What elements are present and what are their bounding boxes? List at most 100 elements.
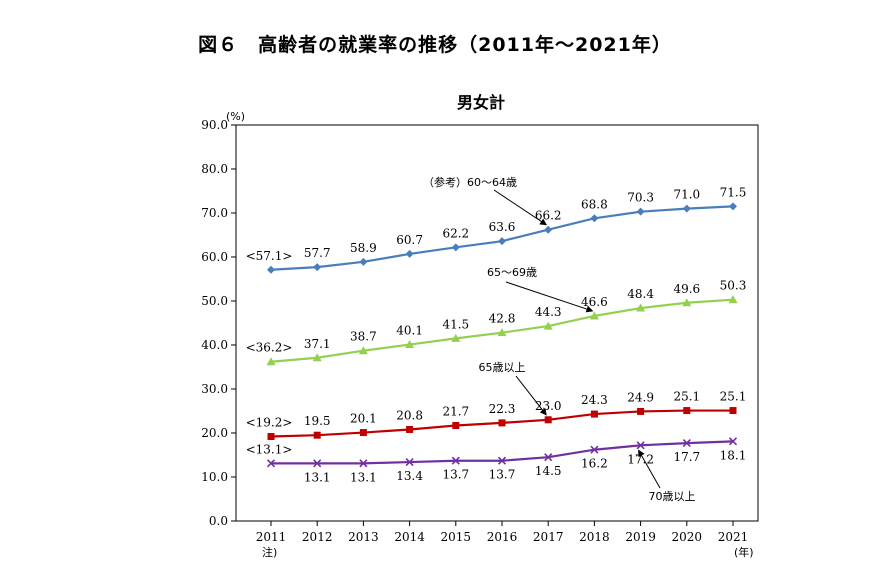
data-label: 13.1 (304, 470, 331, 484)
data-point (359, 257, 368, 266)
data-point (451, 333, 461, 342)
series-layer: <57.1> 57.7 58.9 60.7 62.2 63.6 66.2 68.8 70.3 71… (246, 185, 747, 484)
data-label: 44.3 (535, 305, 562, 319)
x-tick-label: 2019 (625, 530, 656, 544)
data-label: 50.3 (720, 279, 747, 293)
series-2: <36.2> 37.1 38.7 40.1 41.5 42.8 44.3 46.6 48.4 49… (246, 279, 747, 366)
data-point (313, 263, 322, 272)
x-tick-label: 2014 (394, 530, 425, 544)
data-point (728, 437, 738, 446)
data-point (590, 410, 598, 418)
data-point (451, 243, 460, 252)
data-point (636, 303, 646, 312)
data-point (544, 416, 552, 424)
data-point (405, 249, 414, 258)
data-point (451, 456, 460, 465)
data-point (498, 237, 506, 246)
callout-arrow (493, 189, 548, 226)
data-point (729, 407, 737, 415)
data-point (406, 425, 414, 433)
plot-frame (235, 124, 759, 522)
data-point (543, 321, 553, 330)
data-label: 13.7 (489, 468, 516, 482)
series-1: <57.1> 57.7 58.9 60.7 62.2 63.6 66.2 68.8 70.3 71… (246, 185, 747, 274)
data-label: 13.4 (396, 469, 423, 483)
x-tick-label: 2016 (487, 530, 518, 544)
data-point (590, 445, 599, 454)
data-label: 49.6 (673, 282, 700, 296)
series-name-label: 70歳以上 (649, 490, 696, 503)
data-label: 25.1 (673, 390, 700, 404)
x-unit-label: (年) (734, 545, 754, 559)
data-point (313, 431, 321, 439)
y-tick-label: 30.0 (201, 382, 228, 396)
series-name-label: 65歳以上 (479, 361, 526, 374)
data-point (497, 328, 507, 337)
data-label: 57.7 (304, 246, 331, 260)
data-label: 20.1 (350, 412, 377, 426)
data-point (267, 433, 275, 441)
data-point (544, 453, 553, 462)
data-point (359, 429, 367, 437)
data-label: 71.5 (720, 185, 747, 199)
data-label: 63.6 (489, 220, 516, 234)
y-tick-label: 20.0 (201, 426, 228, 440)
data-point (313, 459, 322, 468)
data-label: 66.2 (535, 209, 562, 223)
callout-arrow (505, 281, 594, 313)
data-label: 58.9 (350, 241, 377, 255)
data-label: 17.7 (673, 450, 700, 464)
data-point (497, 456, 507, 465)
data-point (312, 353, 322, 362)
data-point (358, 346, 368, 355)
data-point (636, 207, 645, 216)
data-label: 16.2 (581, 457, 608, 471)
y-tick-label: 90.0 (201, 118, 228, 132)
data-label: 42.8 (489, 312, 516, 326)
data-label: <36.2> (246, 341, 293, 355)
chart-subtitle: 男女計 (457, 93, 505, 112)
data-label: 24.9 (627, 390, 654, 404)
data-label: 13.7 (442, 468, 469, 482)
figure-title: 図６ 高齢者の就業率の推移（2011年～2021年） (198, 34, 672, 56)
data-label: 70.3 (627, 191, 654, 205)
data-point (590, 214, 599, 223)
y-tick-label: 70.0 (201, 206, 228, 220)
data-label: 41.5 (442, 317, 469, 331)
y-tick-label: 80.0 (201, 162, 228, 176)
data-label: 18.1 (720, 448, 747, 462)
y-tick-label: 0.0 (209, 514, 228, 528)
data-point (729, 202, 737, 211)
data-point (589, 311, 599, 320)
data-label: 71.0 (673, 188, 700, 202)
data-point (636, 441, 645, 450)
data-label: <19.2> (246, 416, 293, 430)
data-label: 46.6 (581, 295, 608, 309)
x-tick-label: 2011 (256, 530, 287, 544)
data-label: 60.7 (396, 233, 423, 247)
data-point (728, 295, 738, 304)
series-name-label: 65～69歳 (487, 266, 537, 279)
axes: 0.0 10.0 20.0 30.0 40.0 50.0 60.0 70.0 80.0 90.0 2… (201, 118, 759, 544)
callout-arrow (515, 375, 547, 416)
series-3: <19.2> 19.5 20.1 20.8 21.7 22.3 23.0 24.3 24.9 25… (246, 390, 747, 441)
data-label: 14.5 (535, 464, 562, 478)
data-label: 17.2 (627, 452, 654, 466)
callout-arrow (638, 449, 661, 489)
data-point (683, 407, 691, 415)
x-tick-label: 2020 (672, 530, 703, 544)
x-tick-label: 2015 (441, 530, 472, 544)
x-tick-label: 2012 (302, 530, 333, 544)
x-tick-label: 2017 (533, 530, 564, 544)
series-4: <13.1> 13.1 13.1 13.4 13.7 13.7 14.5 16.2 17.2 17… (246, 437, 747, 484)
data-label: 25.1 (720, 390, 747, 404)
y-unit-label: (%) (226, 110, 245, 123)
data-label: 38.7 (350, 330, 377, 344)
data-label: 48.4 (627, 287, 654, 301)
data-point (405, 457, 414, 467)
x-note-label: 注) (262, 545, 277, 559)
data-point (266, 357, 276, 366)
data-label: 40.1 (396, 324, 423, 338)
data-point (405, 340, 415, 349)
